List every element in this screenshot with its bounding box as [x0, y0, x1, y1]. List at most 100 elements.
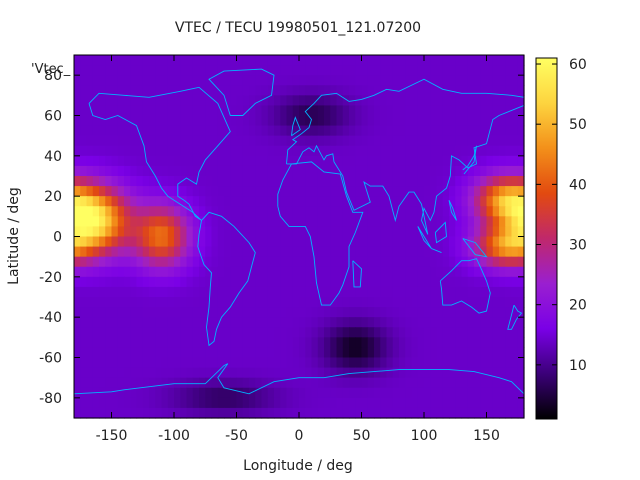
heatmap-cell — [361, 135, 369, 147]
heatmap-cell — [499, 276, 506, 288]
heatmap-cell — [511, 55, 519, 66]
heatmap-cell — [199, 145, 206, 157]
heatmap-cell — [124, 226, 131, 238]
heatmap-cell — [117, 75, 125, 86]
heatmap-cell — [480, 165, 488, 177]
heatmap-cell — [180, 206, 188, 217]
heatmap-cell — [361, 176, 369, 187]
heatmap-cell — [267, 337, 275, 349]
heatmap-cell — [349, 317, 356, 328]
heatmap-cell — [449, 115, 456, 127]
heatmap-cell — [511, 145, 519, 157]
heatmap-cell — [367, 236, 375, 248]
coastline — [352, 260, 362, 288]
heatmap-cell — [99, 387, 106, 399]
heatmap-cell — [155, 226, 163, 238]
heatmap-cell — [455, 125, 463, 137]
heatmap-cell — [292, 95, 300, 107]
heatmap-cell — [317, 347, 325, 359]
heatmap-cell — [180, 115, 188, 127]
heatmap-cell — [124, 85, 131, 96]
heatmap-cell — [305, 75, 313, 86]
heatmap-cell — [511, 165, 519, 177]
heatmap-cell — [267, 256, 275, 268]
heatmap-cell — [474, 297, 481, 308]
heatmap-cell — [255, 65, 263, 76]
heatmap-cell — [442, 286, 450, 298]
heatmap-cell — [217, 85, 225, 96]
heatmap-cell — [92, 65, 100, 76]
heatmap-cell — [436, 176, 444, 187]
coastline — [462, 238, 488, 258]
coastline — [208, 68, 275, 116]
heatmap-cell — [430, 387, 438, 399]
heatmap-cell — [124, 337, 131, 349]
heatmap-cell — [80, 307, 88, 318]
heatmap-cell — [417, 135, 425, 147]
heatmap-cell — [430, 125, 438, 137]
heatmap-cell — [499, 246, 506, 258]
heatmap-cell — [430, 246, 438, 258]
heatmap-cell — [242, 55, 250, 66]
heatmap-cell — [86, 105, 94, 117]
heatmap-cell — [130, 216, 138, 228]
heatmap-cell — [317, 135, 325, 147]
heatmap-cell — [480, 256, 488, 268]
heatmap-cell — [324, 327, 331, 338]
heatmap-cell — [480, 377, 488, 389]
heatmap-cell — [280, 307, 288, 318]
heatmap-cell — [492, 125, 500, 137]
heatmap-cell — [280, 337, 288, 349]
heatmap-cell — [167, 226, 175, 238]
heatmap-cell — [430, 407, 438, 419]
heatmap-cell — [199, 196, 206, 207]
heatmap-cell — [449, 226, 456, 238]
heatmap-cell — [417, 155, 425, 167]
heatmap-cell — [286, 135, 294, 147]
heatmap-cell — [167, 65, 175, 76]
heatmap-cell — [374, 297, 381, 308]
heatmap-cell — [305, 115, 313, 127]
heatmap-cell — [399, 266, 406, 278]
heatmap-cell — [449, 286, 456, 298]
heatmap-cell — [492, 327, 500, 338]
heatmap-cell — [117, 236, 125, 248]
heatmap-cell — [117, 256, 125, 268]
heatmap-cell — [105, 65, 113, 76]
heatmap-cell — [417, 397, 425, 409]
heatmap-cell — [224, 387, 231, 399]
heatmap-cell — [161, 155, 169, 167]
heatmap-cell — [324, 155, 331, 167]
heatmap-cell — [317, 397, 325, 409]
heatmap-cell — [330, 286, 338, 298]
heatmap-cell — [292, 337, 300, 349]
heatmap-cell — [249, 327, 256, 338]
heatmap-cell — [386, 367, 394, 379]
heatmap-cell — [161, 407, 169, 419]
heatmap-cell — [167, 95, 175, 107]
heatmap-cell — [130, 337, 138, 349]
heatmap-cell — [174, 206, 181, 217]
heatmap-cell — [99, 65, 106, 76]
heatmap-cell — [442, 397, 450, 409]
heatmap-cell — [180, 176, 188, 187]
heatmap-cell — [486, 327, 494, 338]
heatmap-cell — [467, 367, 475, 379]
heatmap-cell — [405, 65, 413, 76]
heatmap-cell — [299, 266, 306, 278]
heatmap-cell — [286, 317, 294, 328]
heatmap-cell — [86, 337, 94, 349]
heatmap-cell — [149, 135, 156, 147]
heatmap-cell — [305, 337, 313, 349]
heatmap-cell — [330, 125, 338, 137]
heatmap-cell — [392, 145, 400, 157]
heatmap-cell — [299, 307, 306, 318]
heatmap-cell — [286, 176, 294, 187]
heatmap-cell — [480, 387, 488, 399]
heatmap-cell — [142, 145, 150, 157]
heatmap-cell — [355, 297, 363, 308]
heatmap-cell — [499, 367, 506, 379]
heatmap-cell — [255, 206, 263, 217]
heatmap-cell — [205, 347, 213, 359]
heatmap-cell — [461, 407, 469, 419]
